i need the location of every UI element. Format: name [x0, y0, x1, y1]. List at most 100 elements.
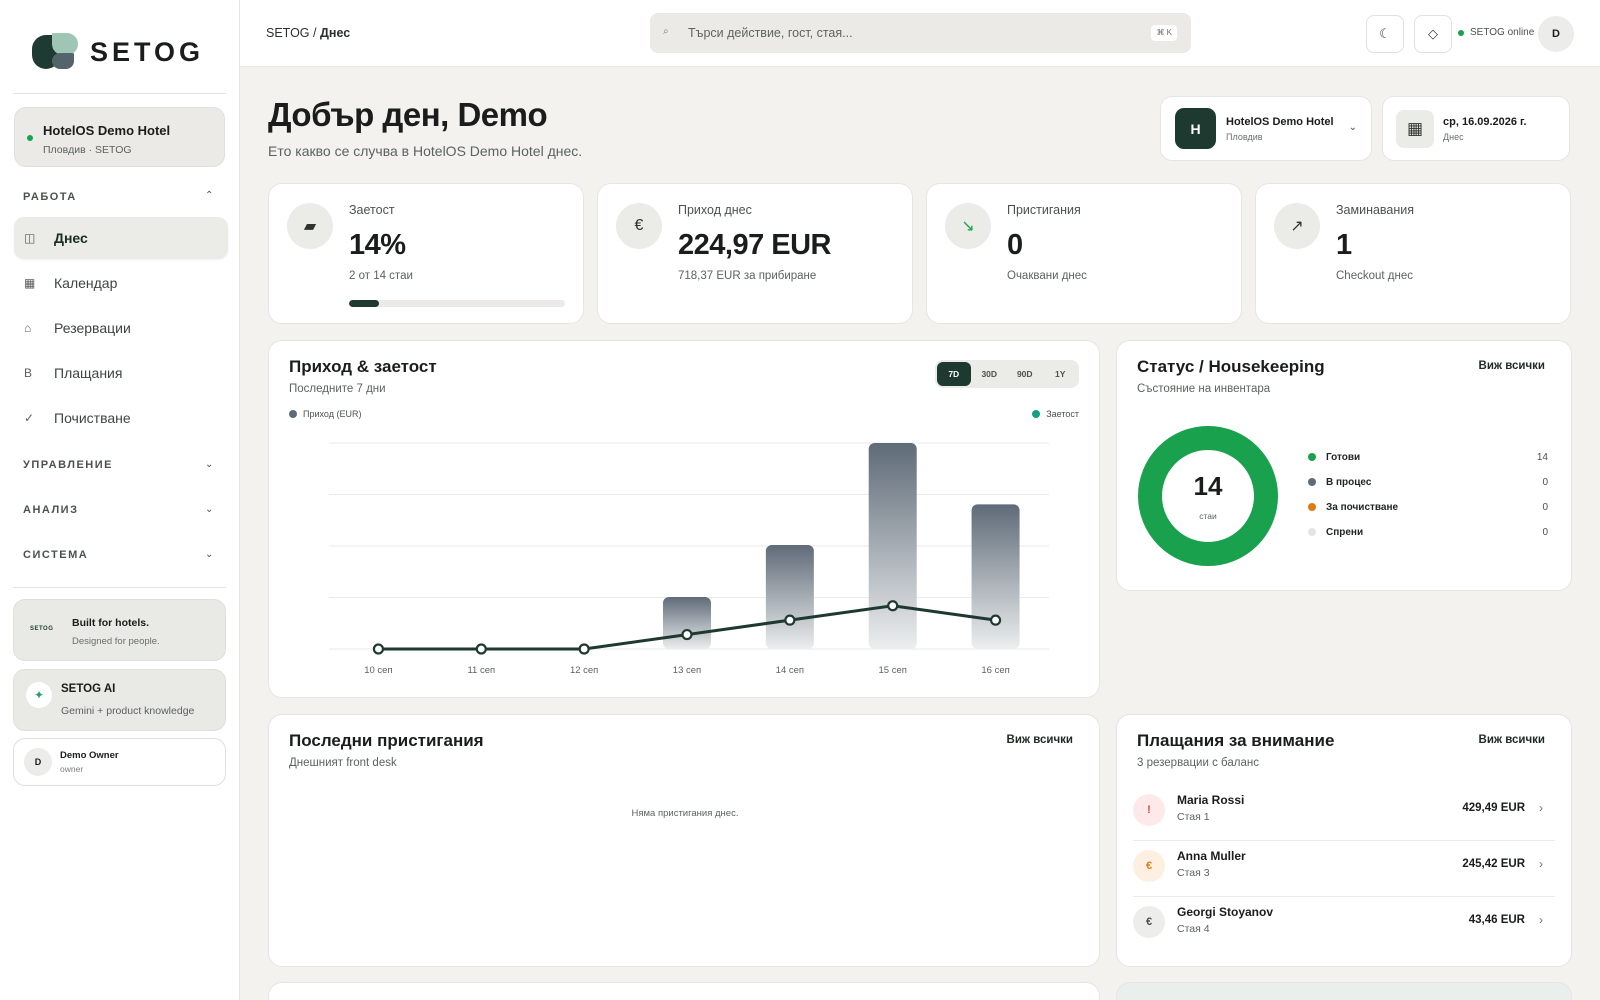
user-card[interactable]: D Demo Owner owner	[13, 738, 226, 786]
hotel-selector-city: Пловдив	[1226, 132, 1263, 142]
x-tick-label: 12 сеп	[570, 665, 598, 676]
breadcrumb-root[interactable]: SETOG	[266, 26, 310, 40]
hotel-switcher[interactable]: HotelOS Demo Hotel Пловдив · SETOG	[14, 107, 225, 167]
range-90d-button[interactable]: 90D	[1016, 369, 1033, 379]
balance-amount: 429,49 EUR	[1462, 802, 1525, 814]
x-tick-label: 16 сеп	[981, 665, 1009, 676]
next-card-peek	[1116, 982, 1572, 1000]
see-all-link[interactable]: Виж всички	[1006, 734, 1073, 746]
occupancy-point	[475, 643, 487, 655]
payment-row[interactable]: € Anna Muller Стая 3 245,42 EUR ›	[1133, 841, 1555, 897]
chevron-down-icon[interactable]: ⌄	[205, 504, 214, 515]
sidebar-item-today[interactable]: ◫ Днес	[14, 217, 228, 259]
online-status: SETOG online	[1458, 27, 1534, 38]
status-row-blocked[interactable]: Спрени 0	[1308, 524, 1548, 540]
search-input[interactable]	[688, 23, 1108, 43]
sidebar-item-label: Календар	[54, 275, 118, 291]
occupancy-point	[784, 614, 796, 626]
kpi-departures[interactable]: ↗ Заминавания 1 Checkout днес	[1255, 183, 1571, 324]
balance-amount: 43,46 EUR	[1468, 914, 1525, 926]
revenue-bar	[868, 443, 917, 649]
chevron-up-icon[interactable]: ⌃	[205, 190, 214, 201]
status-label: За почистване	[1326, 501, 1399, 513]
range-7d-button[interactable]: 7D	[937, 362, 971, 386]
page-subtitle: Ето какво се случва в HotelOS Demo Hotel…	[268, 143, 583, 159]
see-all-link[interactable]: Виж всички	[1478, 734, 1545, 746]
status-dot-icon	[27, 135, 33, 141]
diamond-button[interactable]: ◇	[1414, 15, 1452, 53]
legend-revenue[interactable]: Приход (EUR)	[289, 409, 361, 419]
legend-dot-icon	[289, 410, 297, 418]
payment-icon: B	[24, 366, 33, 380]
status-row-in-progress[interactable]: В процес 0	[1308, 474, 1548, 490]
hotel-location: Пловдив · SETOG	[43, 144, 132, 156]
revenue-occupancy-card: Приход & заетост Последните 7 дни 7D 30D…	[268, 340, 1100, 698]
nav-group-analysis[interactable]: АНАЛИЗ	[23, 504, 79, 516]
occupancy-point	[989, 614, 1002, 626]
user-role: owner	[60, 764, 84, 774]
guest-name: Maria Rossi	[1177, 793, 1245, 807]
status-count: 0	[1542, 501, 1548, 513]
legend-label: Заетост	[1046, 409, 1079, 419]
bed-icon: ▰	[287, 203, 333, 249]
search-bar[interactable]: ⌕ ⌘ K	[650, 13, 1191, 53]
occupancy-point	[681, 628, 693, 641]
status-label: Спрени	[1326, 526, 1364, 538]
alert-icon: !	[1133, 794, 1165, 826]
chevron-down-icon[interactable]: ⌄	[205, 459, 214, 470]
page-title: Добър ден, Demo	[268, 96, 548, 133]
chevron-down-icon[interactable]: ⌄	[205, 549, 214, 560]
sidebar-item-payments[interactable]: B Плащания	[14, 352, 228, 394]
card-subtitle: Състояние на инвентара	[1137, 383, 1271, 395]
theme-toggle-button[interactable]: ☾	[1366, 15, 1404, 53]
brand-logo[interactable]: SETOG	[32, 33, 204, 71]
legend-occupancy[interactable]: Заетост	[1032, 409, 1079, 419]
range-30d-button[interactable]: 30D	[981, 369, 998, 379]
dashboard-icon: ◫	[24, 231, 36, 245]
chevron-right-icon: ›	[1539, 913, 1543, 927]
card-subtitle: 3 резервации с баланс	[1137, 757, 1259, 769]
sidebar-item-reservations[interactable]: ⌂ Резервации	[14, 307, 228, 349]
nav-group-management[interactable]: УПРАВЛЕНИЕ	[23, 459, 113, 471]
status-label: Готови	[1326, 451, 1361, 463]
revenue-bar	[663, 597, 711, 649]
kpi-label: Заетост	[349, 203, 395, 217]
empty-state: Няма пристигания днес.	[631, 808, 739, 819]
payment-row[interactable]: ! Maria Rossi Стая 1 429,49 EUR ›	[1133, 785, 1555, 841]
sidebar-item-label: Плащания	[54, 365, 123, 381]
room-label: Стая 1	[1177, 811, 1210, 823]
kpi-occupancy[interactable]: ▰ Заетост 14% 2 от 14 стаи	[268, 183, 584, 324]
user-name: Demo Owner	[60, 750, 119, 761]
topbar: SETOG / Днес ⌕ ⌘ K ☾ ◇ SETOG online D	[240, 0, 1600, 67]
chevron-right-icon: ›	[1539, 857, 1543, 871]
kpi-revenue[interactable]: € Приход днес 224,97 EUR 718,37 EUR за п…	[597, 183, 913, 324]
x-tick-label: 14 сеп	[776, 665, 804, 676]
ai-assistant-card[interactable]: ✦ SETOG AI Gemini + product knowledge	[13, 669, 226, 731]
card-title: Приход & заетост	[289, 357, 437, 376]
date-selector[interactable]: ▦ ср, 16.09.2026 г. Днес	[1382, 96, 1570, 161]
check-icon: ✓	[24, 411, 35, 425]
chevron-right-icon: ›	[1539, 801, 1543, 815]
range-1y-button[interactable]: 1Y	[1055, 369, 1066, 379]
status-count: 0	[1542, 476, 1548, 488]
breadcrumb: SETOG / Днес	[266, 26, 350, 40]
nav-group-work[interactable]: РАБОТА	[23, 191, 77, 203]
kpi-arrivals[interactable]: ↘ Пристигания 0 Очаквани днес	[926, 183, 1242, 324]
status-dot-icon	[1308, 453, 1316, 461]
user-avatar[interactable]: D	[1538, 16, 1574, 52]
euro-icon: €	[1133, 906, 1165, 938]
card-title: Плащания за внимание	[1137, 731, 1335, 750]
payment-row[interactable]: € Georgi Stoyanov Стая 4 43,46 EUR ›	[1133, 897, 1555, 953]
sidebar-item-cleaning[interactable]: ✓ Почистване	[14, 397, 228, 439]
sidebar-item-calendar[interactable]: ▦ Календар	[14, 262, 228, 304]
nav-group-system[interactable]: СИСТЕМА	[23, 549, 89, 561]
kpi-subtext: Checkout днес	[1336, 270, 1413, 282]
moon-icon: ☾	[1379, 26, 1391, 41]
status-row-ready[interactable]: Готови 14	[1308, 449, 1548, 465]
hotel-selector[interactable]: H HotelOS Demo Hotel Пловдив ⌄	[1160, 96, 1372, 161]
kpi-subtext: Очаквани днес	[1007, 270, 1087, 282]
status-row-to-clean[interactable]: За почистване 0	[1308, 499, 1548, 515]
hotel-selector-name: HotelOS Demo Hotel	[1226, 116, 1334, 128]
see-all-link[interactable]: Виж всички	[1478, 360, 1545, 372]
sparkle-icon: ✦	[26, 682, 52, 708]
